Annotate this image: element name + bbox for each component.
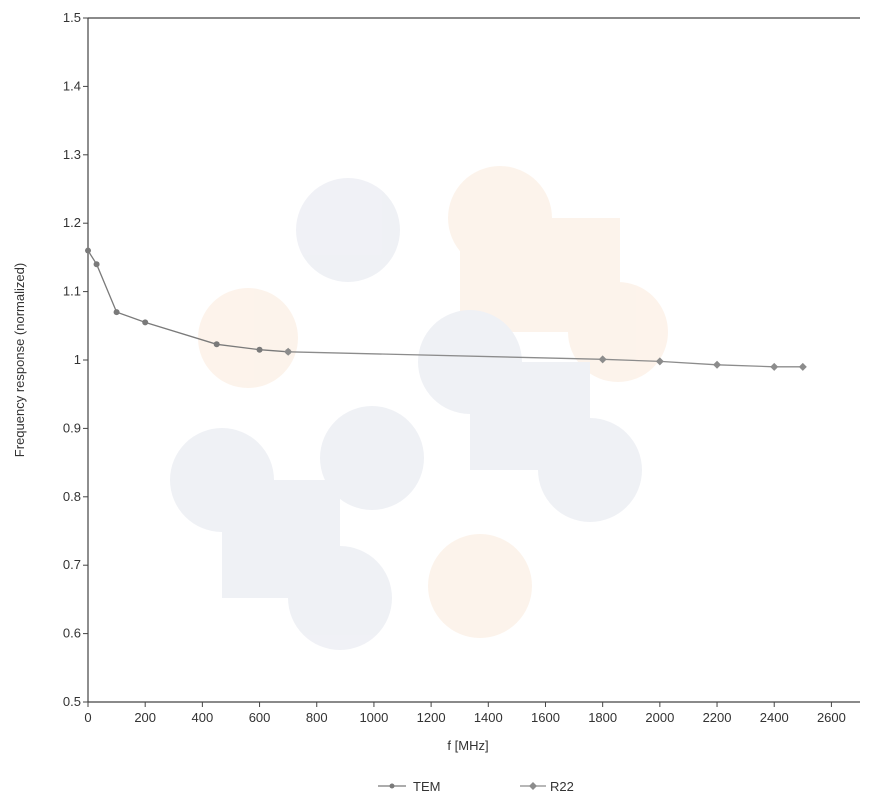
y-tick-label: 0.6	[63, 626, 81, 641]
x-tick-label: 1200	[417, 710, 446, 725]
legend-marker-tem	[389, 783, 395, 789]
x-tick-label: 2400	[760, 710, 789, 725]
x-tick-label: 400	[192, 710, 214, 725]
watermark-logo	[170, 166, 668, 650]
y-tick-label: 0.7	[63, 557, 81, 572]
data-point-r22	[770, 362, 779, 371]
data-point-r22	[284, 347, 293, 356]
data-point-tem	[113, 309, 120, 316]
data-point-r22	[598, 355, 607, 364]
y-tick-label: 0.8	[63, 489, 81, 504]
x-tick-label: 600	[249, 710, 271, 725]
x-tick-label: 1400	[474, 710, 503, 725]
x-tick-label: 0	[84, 710, 91, 725]
x-tick-label: 2600	[817, 710, 846, 725]
x-tick-label: 1600	[531, 710, 560, 725]
y-tick-label: 1	[74, 352, 81, 367]
y-tick-label: 1.5	[63, 10, 81, 25]
legend-marker-r22	[529, 782, 537, 790]
x-tick-label: 1000	[359, 710, 388, 725]
y-axis-ticks: 0.5 0.6 0.7 0.8 0.9 1 1.1 1.2 1.3 1.4 1.5	[63, 10, 88, 709]
legend-label-tem: TEM	[413, 779, 440, 794]
y-tick-label: 0.9	[63, 420, 81, 435]
data-point-tem	[213, 341, 220, 348]
x-axis-ticks: 0 200 400 600 800 1000 1200 1400 1600 1800 2000 220…	[84, 702, 846, 725]
data-point-tem	[85, 247, 91, 254]
y-tick-label: 1.2	[63, 215, 81, 230]
y-tick-label: 1.1	[63, 284, 81, 299]
legend-item-r22: R22	[520, 779, 574, 794]
x-tick-label: 200	[134, 710, 156, 725]
x-axis-label: f [MHz]	[447, 738, 488, 753]
data-point-r22	[798, 362, 807, 371]
y-tick-label: 1.4	[63, 78, 81, 93]
legend: TEM R22	[378, 779, 574, 794]
y-axis-label: Frequency response (normalized)	[12, 263, 27, 457]
data-point-tem	[93, 261, 100, 268]
x-tick-label: 1800	[588, 710, 617, 725]
y-tick-label: 0.5	[63, 694, 81, 709]
data-point-r22	[713, 360, 722, 369]
x-tick-label: 800	[306, 710, 328, 725]
x-tick-label: 2000	[645, 710, 674, 725]
legend-item-tem: TEM	[378, 779, 440, 794]
series-layer	[85, 247, 807, 371]
legend-label-r22: R22	[550, 779, 574, 794]
y-tick-label: 1.3	[63, 147, 81, 162]
series-line-r22	[288, 351, 803, 368]
data-point-tem	[142, 319, 149, 326]
data-point-tem	[256, 346, 263, 353]
data-point-r22	[655, 357, 664, 366]
x-tick-label: 2200	[703, 710, 732, 725]
